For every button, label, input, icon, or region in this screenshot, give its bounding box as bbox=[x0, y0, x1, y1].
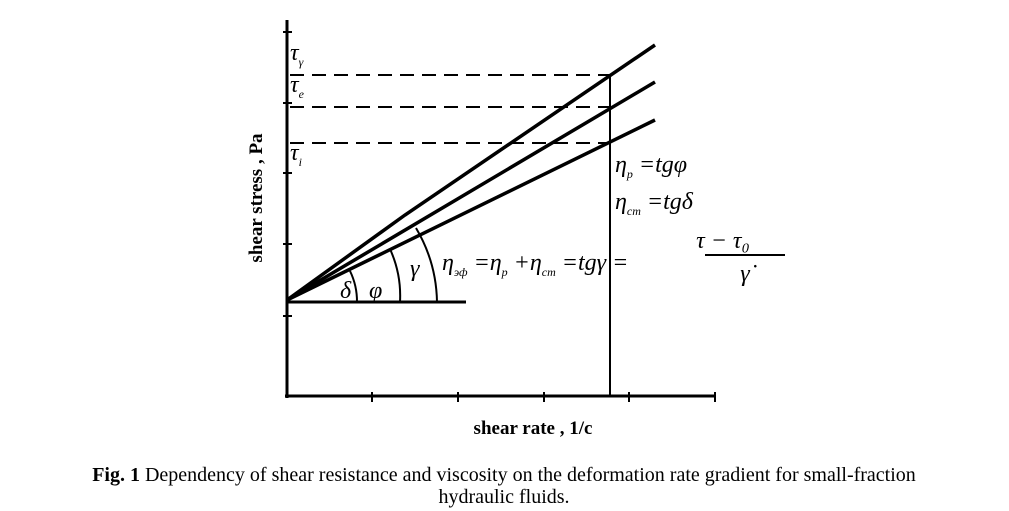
formula-subscript: р bbox=[626, 167, 633, 181]
formula-subscript: эф bbox=[454, 265, 468, 279]
caption-text: Dependency of shear resistance and visco… bbox=[140, 464, 916, 486]
formula-subscript: cm bbox=[542, 265, 556, 279]
angle-label: φ bbox=[369, 278, 382, 304]
caption-label: Fig. 1 bbox=[92, 464, 140, 486]
level-subscript: i bbox=[299, 155, 302, 169]
level-subscript: γ bbox=[299, 55, 304, 69]
level-label: τi bbox=[290, 140, 302, 169]
formula-part: η bbox=[615, 189, 627, 215]
formula: ηр =tgφ bbox=[615, 152, 687, 181]
formula-part: η bbox=[442, 250, 454, 276]
formula-subscript: cm bbox=[627, 204, 641, 218]
formula-part: η bbox=[615, 152, 627, 178]
numerator: τ − τ₀ bbox=[696, 228, 750, 254]
level-label: τγ bbox=[290, 40, 304, 69]
caption: Fig. 1 Dependency of shear resistance an… bbox=[92, 464, 916, 486]
x-axis-label: shear rate , 1/c bbox=[474, 418, 593, 439]
caption-text: hydraulic fluids. bbox=[438, 486, 569, 508]
formula-part: +η bbox=[508, 250, 542, 276]
formula: ηэф =ηр +ηcm =tgγ = bbox=[442, 250, 628, 279]
level-lines bbox=[290, 74, 610, 144]
denominator: γ̇ bbox=[740, 261, 756, 287]
y-axis-label: shear stress , Pa bbox=[246, 133, 267, 263]
formula-part: =η bbox=[468, 250, 502, 276]
formula-subscript: р bbox=[501, 265, 508, 279]
ticks bbox=[283, 31, 716, 402]
formula-part: =tgφ bbox=[633, 152, 687, 178]
angle-label: δ bbox=[340, 278, 352, 304]
formula-part: =tgδ bbox=[641, 189, 694, 215]
level-symbol: τ bbox=[290, 140, 300, 166]
level-label: τe bbox=[290, 72, 305, 101]
level-symbol: τ bbox=[290, 72, 300, 98]
angle-label: γ bbox=[410, 256, 420, 282]
angle-arcs bbox=[349, 227, 438, 303]
flow-lines bbox=[285, 43, 656, 302]
level-symbol: τ bbox=[290, 40, 300, 66]
formula-part: =tgγ = bbox=[556, 250, 629, 276]
level-subscript: e bbox=[299, 87, 305, 101]
formula: ηcm =tgδ bbox=[615, 189, 694, 218]
axes bbox=[283, 20, 785, 402]
